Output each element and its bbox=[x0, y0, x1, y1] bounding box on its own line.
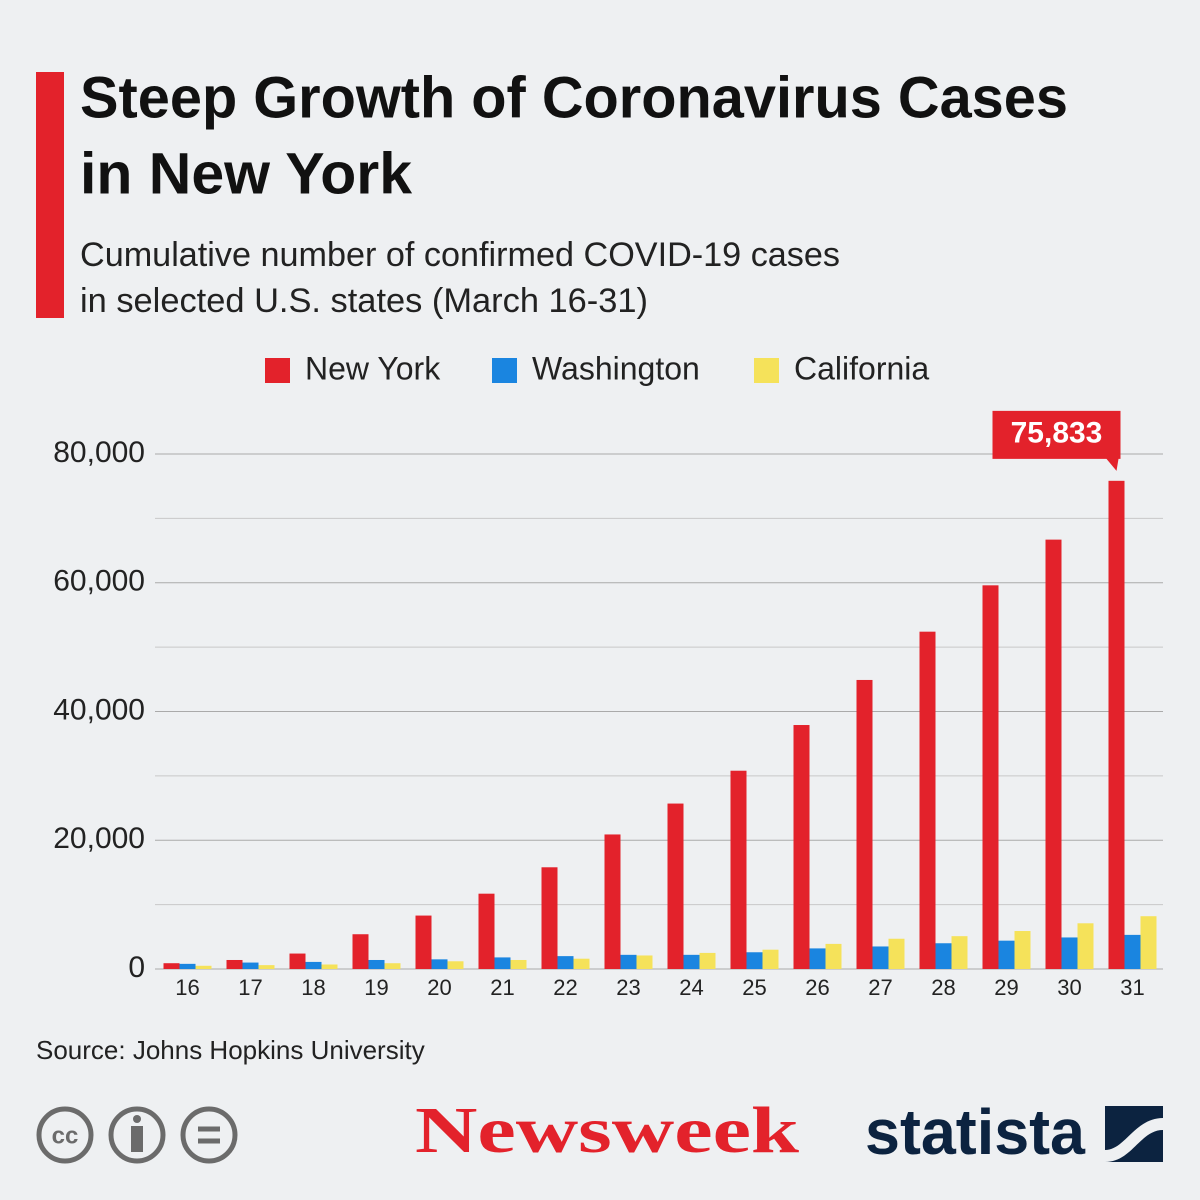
y-tick-label: 20,000 bbox=[53, 822, 145, 855]
bar bbox=[557, 956, 574, 969]
bar bbox=[289, 953, 306, 969]
bar bbox=[478, 893, 495, 969]
bar bbox=[888, 938, 905, 969]
bar bbox=[699, 952, 716, 969]
chart-subtitle: Cumulative number of confirmed COVID-19 … bbox=[80, 236, 840, 274]
bar bbox=[541, 867, 558, 969]
x-tick-label: 19 bbox=[364, 975, 388, 1000]
bar bbox=[415, 915, 432, 969]
y-tick-label: 60,000 bbox=[53, 565, 145, 598]
bar bbox=[494, 957, 511, 969]
x-tick-label: 20 bbox=[427, 975, 451, 1000]
publisher-logo: Newsweek bbox=[415, 1094, 799, 1167]
bar bbox=[825, 943, 842, 969]
bar bbox=[1124, 934, 1141, 969]
bar bbox=[1061, 937, 1078, 969]
bar bbox=[195, 965, 212, 969]
x-tick-label: 30 bbox=[1057, 975, 1081, 1000]
brand-mark bbox=[1105, 1106, 1163, 1162]
y-tick-label: 40,000 bbox=[53, 693, 145, 726]
bar bbox=[746, 952, 763, 969]
bar bbox=[1045, 539, 1062, 969]
license-icons: cc bbox=[36, 1106, 238, 1164]
bar bbox=[447, 961, 464, 969]
bar bbox=[163, 963, 180, 969]
bar bbox=[620, 954, 637, 969]
bar bbox=[935, 943, 952, 969]
legend-label: California bbox=[794, 350, 929, 386]
x-tick-label: 26 bbox=[805, 975, 829, 1000]
bar bbox=[368, 959, 385, 969]
y-tick-label: 0 bbox=[128, 951, 145, 984]
chart-subtitle: in selected U.S. states (March 16-31) bbox=[80, 282, 648, 320]
bar bbox=[305, 961, 322, 969]
bar bbox=[636, 955, 653, 969]
bar bbox=[1140, 916, 1157, 969]
data-label-box bbox=[992, 410, 1121, 471]
bar bbox=[872, 946, 889, 969]
chart-title: Steep Growth of Coronavirus Cases bbox=[80, 65, 1068, 130]
x-tick-label: 25 bbox=[742, 975, 766, 1000]
svg-text:cc: cc bbox=[52, 1122, 79, 1149]
bar bbox=[730, 770, 747, 969]
bar bbox=[179, 963, 196, 969]
bar bbox=[998, 940, 1015, 969]
legend-label: Washington bbox=[532, 350, 700, 386]
bar bbox=[258, 965, 275, 969]
x-tick-label: 31 bbox=[1120, 975, 1144, 1000]
bar bbox=[604, 834, 621, 969]
bar bbox=[951, 936, 968, 969]
x-tick-label: 24 bbox=[679, 975, 703, 1000]
legend-swatch bbox=[754, 358, 779, 383]
bar bbox=[510, 959, 527, 969]
bar bbox=[667, 803, 684, 969]
bar bbox=[809, 948, 826, 969]
bar bbox=[793, 725, 810, 969]
bar bbox=[982, 585, 999, 969]
x-tick-label: 21 bbox=[490, 975, 514, 1000]
x-tick-label: 29 bbox=[994, 975, 1018, 1000]
bar bbox=[226, 959, 243, 969]
bar bbox=[431, 959, 448, 969]
bar bbox=[1014, 931, 1031, 969]
title-accent bbox=[36, 72, 64, 318]
bar bbox=[352, 934, 369, 969]
bar bbox=[573, 958, 590, 969]
bar bbox=[762, 949, 779, 969]
y-tick-label: 80,000 bbox=[53, 436, 145, 469]
x-tick-label: 28 bbox=[931, 975, 955, 1000]
x-tick-label: 23 bbox=[616, 975, 640, 1000]
legend-swatch bbox=[492, 358, 517, 383]
bar bbox=[242, 962, 259, 969]
brand-logo: statista bbox=[865, 1096, 1085, 1168]
bar bbox=[1108, 480, 1125, 969]
legend-swatch bbox=[265, 358, 290, 383]
bar bbox=[321, 964, 338, 969]
x-tick-label: 16 bbox=[175, 975, 199, 1000]
legend-label: New York bbox=[305, 350, 441, 386]
source: Source: Johns Hopkins University bbox=[36, 1035, 425, 1065]
bar bbox=[384, 963, 401, 969]
bar bbox=[683, 954, 700, 969]
chart-title: in New York bbox=[80, 141, 413, 206]
data-label: 75,833 bbox=[1011, 417, 1103, 450]
bar bbox=[856, 679, 873, 969]
bar bbox=[1077, 923, 1094, 969]
x-tick-label: 27 bbox=[868, 975, 892, 1000]
x-tick-label: 18 bbox=[301, 975, 325, 1000]
x-tick-label: 17 bbox=[238, 975, 262, 1000]
bar bbox=[919, 631, 936, 969]
x-tick-label: 22 bbox=[553, 975, 577, 1000]
